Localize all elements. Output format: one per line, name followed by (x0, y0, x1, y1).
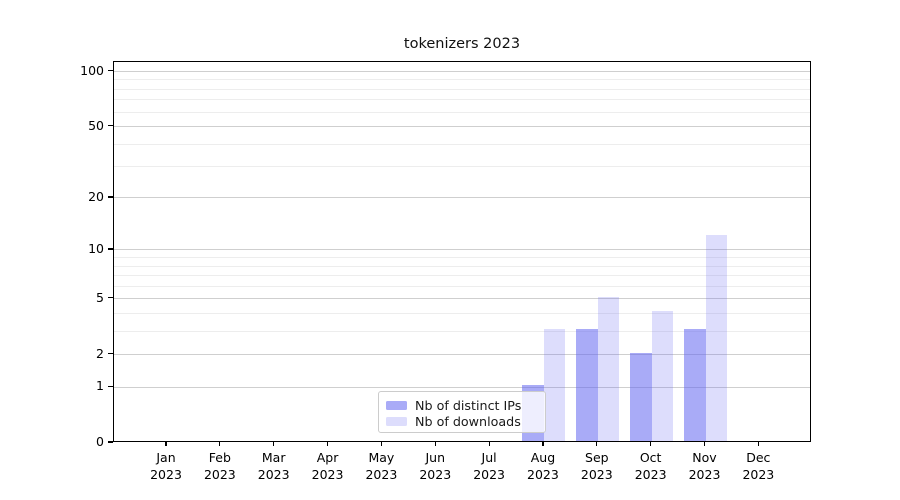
x-axis-tick-label: Apr 2023 (311, 450, 344, 482)
y-axis-tick-mark (108, 297, 113, 299)
y-axis-tick-mark (108, 69, 113, 72)
x-axis-tick-label: Nov 2023 (688, 450, 721, 482)
x-axis-tick-mark (542, 442, 544, 446)
x-axis-tick-label: Sep 2023 (580, 450, 613, 482)
x-axis-tick-label: Feb 2023 (203, 450, 236, 482)
x-axis-tick-mark (273, 442, 275, 446)
bar-distinct-ips (684, 329, 706, 441)
gridline-major (114, 249, 810, 251)
bar-downloads (543, 329, 566, 441)
x-axis-tick-label: Jul 2023 (473, 450, 505, 482)
x-axis-tick-label: May 2023 (365, 450, 398, 482)
legend: Nb of distinct IPs Nb of downloads (378, 391, 546, 433)
gridline-minor (114, 99, 810, 101)
legend-swatch-distinct-ips-icon (386, 400, 407, 410)
gridline-minor (114, 79, 810, 81)
gridline-minor (114, 166, 810, 168)
y-axis-tick-label: 2 (96, 345, 104, 361)
x-axis-tick-mark (703, 442, 706, 446)
x-axis-tick-label: Jun 2023 (419, 450, 452, 482)
gridline-minor (114, 275, 810, 277)
x-axis-tick-mark (757, 442, 759, 446)
y-axis-tick-label: 5 (96, 289, 104, 305)
x-axis-tick-mark (596, 442, 598, 446)
gridline-minor (114, 88, 810, 90)
gridline-minor (114, 265, 810, 267)
legend-item-downloads: Nb of downloads (386, 414, 537, 431)
x-axis-tick-label: Dec 2023 (742, 450, 775, 482)
gridline-major (114, 197, 810, 199)
bar-downloads (651, 311, 674, 441)
x-axis-tick-label: Mar 2023 (257, 450, 290, 482)
gridline-major (114, 298, 810, 300)
gridline-major (114, 71, 810, 73)
gridline-minor (114, 330, 810, 332)
gridline-minor (114, 285, 810, 287)
y-axis-tick-label: 20 (88, 188, 104, 204)
plot-area (113, 61, 811, 442)
y-axis-tick-mark (108, 352, 113, 355)
y-axis-tick-mark (108, 441, 113, 443)
x-axis-tick-mark (380, 442, 382, 446)
bar-distinct-ips (576, 329, 598, 441)
y-axis-tick-mark (108, 196, 113, 198)
legend-item-distinct-ips: Nb of distinct IPs (386, 397, 537, 414)
bar-distinct-ips (630, 352, 652, 441)
gridline-minor (114, 312, 810, 314)
y-axis-tick-mark (108, 124, 113, 127)
gridline-major (114, 126, 810, 128)
y-axis-tick-label: 10 (88, 240, 104, 256)
gridline-major (114, 386, 810, 388)
x-axis-tick-label: Oct 2023 (634, 450, 667, 482)
chart-title: tokenizers 2023 (403, 36, 521, 52)
legend-label-downloads: Nb of downloads (415, 414, 521, 430)
x-axis-tick-mark (326, 442, 329, 446)
gridline-minor (114, 143, 810, 145)
y-axis-tick-mark (108, 248, 113, 250)
x-axis-tick-mark (488, 442, 490, 446)
legend-swatch-downloads-icon (386, 417, 407, 427)
x-axis-tick-mark (165, 442, 167, 446)
gridline-major (114, 354, 810, 356)
y-axis-tick-label: 1 (96, 378, 104, 394)
x-axis-tick-mark (650, 442, 652, 446)
x-axis-tick-label: Aug 2023 (527, 450, 559, 482)
bar-downloads (597, 296, 620, 441)
gridline-minor (114, 111, 810, 113)
y-axis-tick-label: 0 (96, 434, 104, 449)
legend-label-distinct-ips: Nb of distinct IPs (415, 397, 522, 413)
y-axis-tick-label: 100 (80, 62, 104, 78)
x-axis-tick-label: Jan 2023 (150, 450, 182, 482)
y-axis-tick-mark (108, 385, 113, 387)
gridline-minor (114, 257, 810, 259)
bar-downloads (705, 234, 727, 441)
x-axis-tick-mark (434, 442, 436, 446)
y-axis-tick-label: 50 (88, 117, 104, 133)
x-axis-tick-mark (219, 442, 221, 446)
